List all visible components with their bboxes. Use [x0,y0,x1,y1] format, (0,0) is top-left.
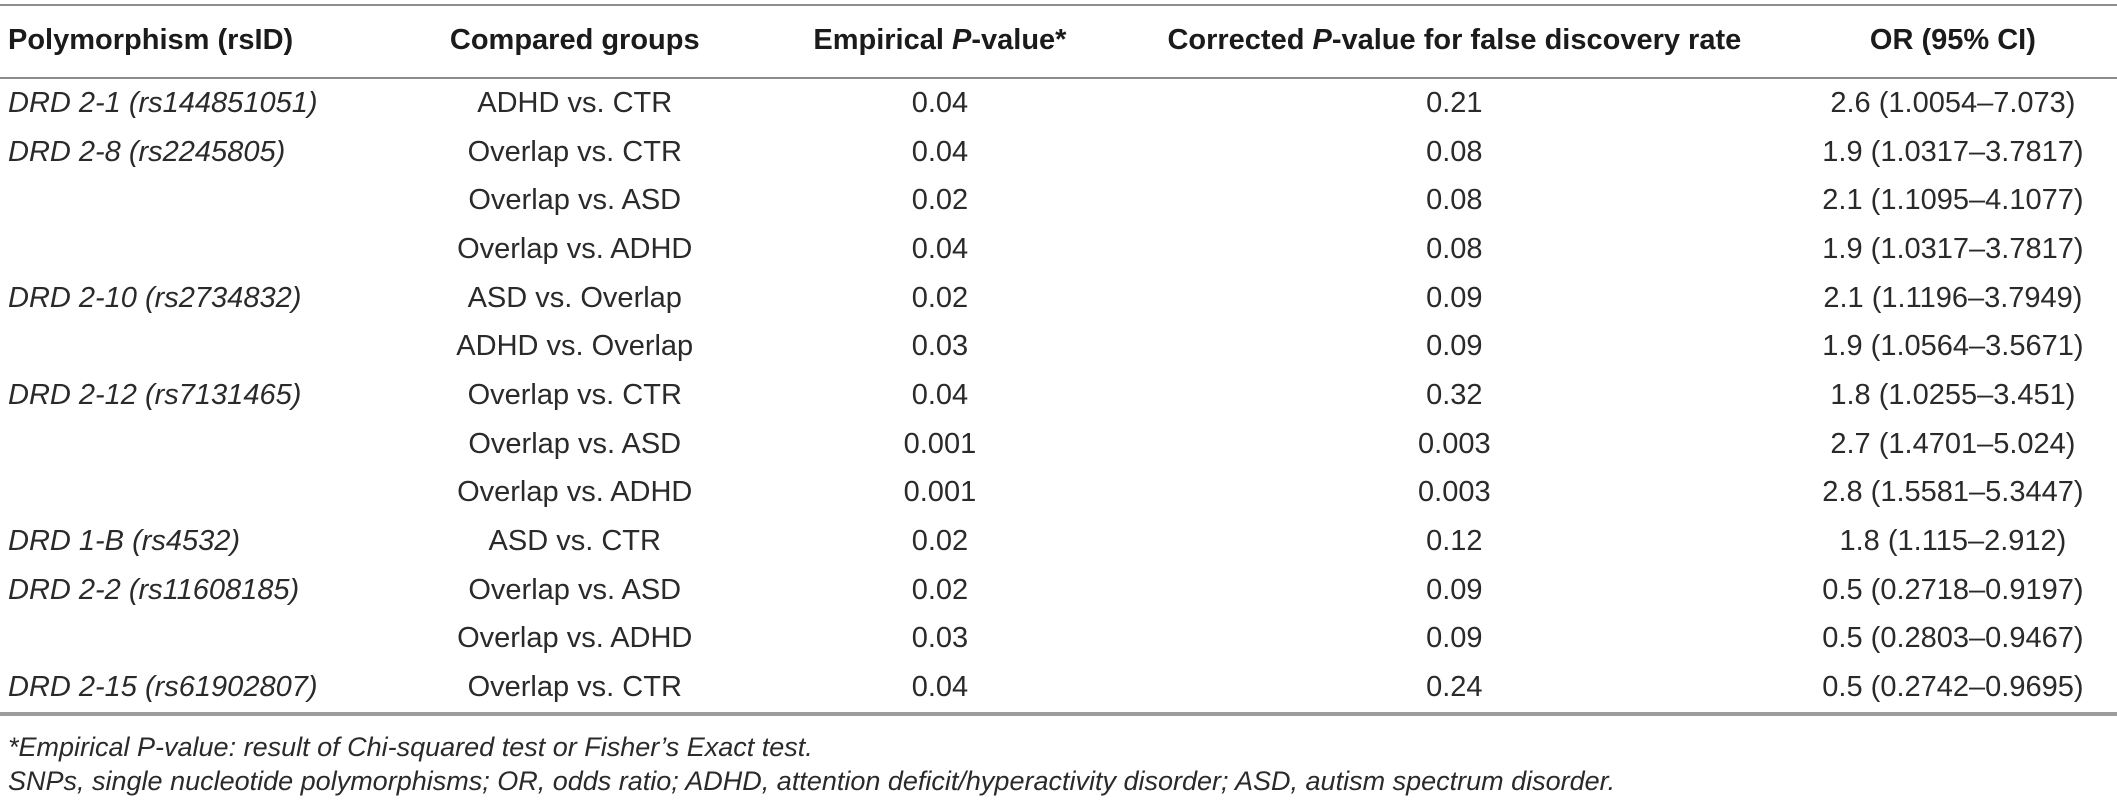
table-row: Overlap vs. ADHD 0.03 0.09 0.5 (0.2803–0.94… [0,615,2117,664]
cell-empirical-p-value: 0.02 [911,281,969,314]
cell-or-95-ci: 2.7 (1.4701–5.024) [1830,427,2076,460]
cell-compared-groups: Overlap vs. ASD [468,184,682,217]
cell-or-95-ci: 2.8 (1.5581–5.3447) [1822,476,2084,509]
column-header-polymorphism: Polymorphism (rsID) [0,5,390,79]
column-header-empirical-p-value: Empirical P-value* [759,5,1120,79]
cell-compared-groups: Overlap vs. ADHD [457,476,693,509]
cell-compared-groups: Overlap vs. ASD [468,573,682,606]
cell-or-95-ci: 0.5 (0.2718–0.9197) [1822,573,2084,606]
cell-empirical-p-value: 0.04 [911,232,969,265]
cell-compared-groups: Overlap vs. CTR [467,135,682,168]
table-row: ADHD vs. Overlap 0.03 0.09 1.9 (1.0564–3.56… [0,322,2117,371]
table-row: DRD 2-8 (rs2245805) Overlap vs. CTR 0.04 0.… [0,128,2117,177]
cell-compared-groups: Overlap vs. ADHD [457,232,693,265]
cell-corrected-p-value: 0.12 [1426,525,1483,558]
cell-empirical-p-value: 0.04 [911,86,969,119]
cell-or-95-ci: 2.6 (1.0054–7.073) [1830,86,2076,119]
cell-empirical-p-value: 0.001 [903,427,977,460]
cell-corrected-p-value: 0.08 [1426,232,1483,265]
table-footnotes: *Empirical P-value: result of Chi-square… [0,730,2117,798]
table-row: Overlap vs. ASD 0.001 0.003 2.7 (1.4701–5.0… [0,420,2117,469]
cell-empirical-p-value: 0.04 [911,378,969,411]
cell-polymorphism [0,615,390,664]
footnote-empirical-pvalue: *Empirical P-value: result of Chi-square… [8,731,813,762]
table-body: DRD 2-1 (rs144851051) ADHD vs. CTR 0.04 0.2… [0,78,2117,714]
cell-empirical-p-value: 0.03 [911,330,969,363]
cell-corrected-p-value: 0.09 [1426,281,1483,314]
cell-empirical-p-value: 0.03 [911,622,969,655]
table-row: DRD 2-1 (rs144851051) ADHD vs. CTR 0.04 0.2… [0,78,2117,128]
cell-compared-groups: ASD vs. CTR [488,525,661,558]
cell-or-95-ci: 0.5 (0.2742–0.9695) [1822,671,2084,704]
table-row: DRD 2-12 (rs7131465) Overlap vs. CTR 0.04 0… [0,371,2117,420]
cell-or-95-ci: 1.8 (1.0255–3.451) [1830,378,2076,411]
cell-empirical-p-value: 0.04 [911,135,969,168]
cell-empirical-p-value: 0.04 [911,671,969,704]
cell-empirical-p-value: 0.001 [903,476,977,509]
cell-corrected-p-value: 0.32 [1426,378,1483,411]
cell-corrected-p-value: 0.09 [1426,573,1483,606]
cell-polymorphism [0,176,390,225]
table-row: Overlap vs. ASD 0.02 0.08 2.1 (1.1095–4.107… [0,176,2117,225]
cell-compared-groups: ADHD vs. Overlap [456,330,694,363]
cell-empirical-p-value: 0.02 [911,184,969,217]
table-row: DRD 2-10 (rs2734832) ASD vs. Overlap 0.02 0… [0,274,2117,323]
column-header-or-95-ci: OR (95% CI) [1788,5,2117,79]
cell-or-95-ci: 1.8 (1.115–2.912) [1839,525,2067,558]
table-row: Overlap vs. ADHD 0.001 0.003 2.8 (1.5581–5.… [0,469,2117,518]
cell-or-95-ci: 2.1 (1.1095–4.1077) [1822,184,2084,217]
table-row: DRD 2-2 (rs11608185) Overlap vs. ASD 0.02 0… [0,566,2117,615]
cell-polymorphism: DRD 2-15 (rs61902807) [8,671,318,704]
table-row: Overlap vs. ADHD 0.04 0.08 1.9 (1.0317–3.78… [0,225,2117,274]
cell-polymorphism: DRD 2-1 (rs144851051) [8,86,318,119]
cell-compared-groups: ASD vs. Overlap [467,281,682,314]
cell-compared-groups: ADHD vs. CTR [477,86,673,119]
cell-or-95-ci: 2.1 (1.1196–3.7949) [1823,281,2083,314]
table-row: DRD 2-15 (rs61902807) Overlap vs. CTR 0.04… [0,663,2117,714]
cell-or-95-ci: 1.9 (1.0317–3.7817) [1822,232,2084,265]
cell-polymorphism [0,225,390,274]
results-table: Polymorphism (rsID) Compared groups Empiri… [0,4,2117,716]
table-header: Polymorphism (rsID) Compared groups Empiri… [0,5,2117,79]
cell-polymorphism [0,420,390,469]
cell-compared-groups: Overlap vs. ASD [468,427,682,460]
cell-compared-groups: Overlap vs. CTR [467,378,682,411]
cell-polymorphism: DRD 2-12 (rs7131465) [8,378,302,411]
footnote-abbreviations: SNPs, single nucleotide polymorphisms; O… [8,765,1616,796]
cell-corrected-p-value: 0.003 [1418,427,1491,460]
column-header-corrected-p-value: Corrected P-value for false discovery ra… [1119,5,1789,79]
cell-corrected-p-value: 0.09 [1426,330,1483,363]
column-header-compared-groups: Compared groups [389,5,760,79]
cell-polymorphism: DRD 2-10 (rs2734832) [8,281,302,314]
cell-corrected-p-value: 0.003 [1418,476,1491,509]
cell-or-95-ci: 0.5 (0.2803–0.9467) [1822,622,2084,655]
cell-empirical-p-value: 0.02 [911,525,969,558]
cell-or-95-ci: 1.9 (1.0317–3.7817) [1822,135,2084,168]
cell-corrected-p-value: 0.24 [1426,671,1483,704]
cell-polymorphism [0,322,390,371]
table-row: DRD 1-B (rs4532) ASD vs. CTR 0.02 0.12 1.8 (… [0,517,2117,566]
cell-polymorphism [0,469,390,518]
cell-corrected-p-value: 0.08 [1426,135,1483,168]
cell-corrected-p-value: 0.09 [1426,622,1483,655]
cell-polymorphism: DRD 1-B (rs4532) [8,525,241,558]
cell-or-95-ci: 1.9 (1.0564–3.5671) [1822,330,2084,363]
header-row: Polymorphism (rsID) Compared groups Empiri… [0,5,2117,79]
cell-compared-groups: Overlap vs. CTR [467,671,682,704]
cell-empirical-p-value: 0.02 [911,573,969,606]
cell-polymorphism: DRD 2-8 (rs2245805) [8,135,286,168]
cell-polymorphism: DRD 2-2 (rs11608185) [8,573,300,606]
cell-corrected-p-value: 0.21 [1426,86,1483,119]
cell-compared-groups: Overlap vs. ADHD [457,622,693,655]
cell-corrected-p-value: 0.08 [1426,184,1483,217]
